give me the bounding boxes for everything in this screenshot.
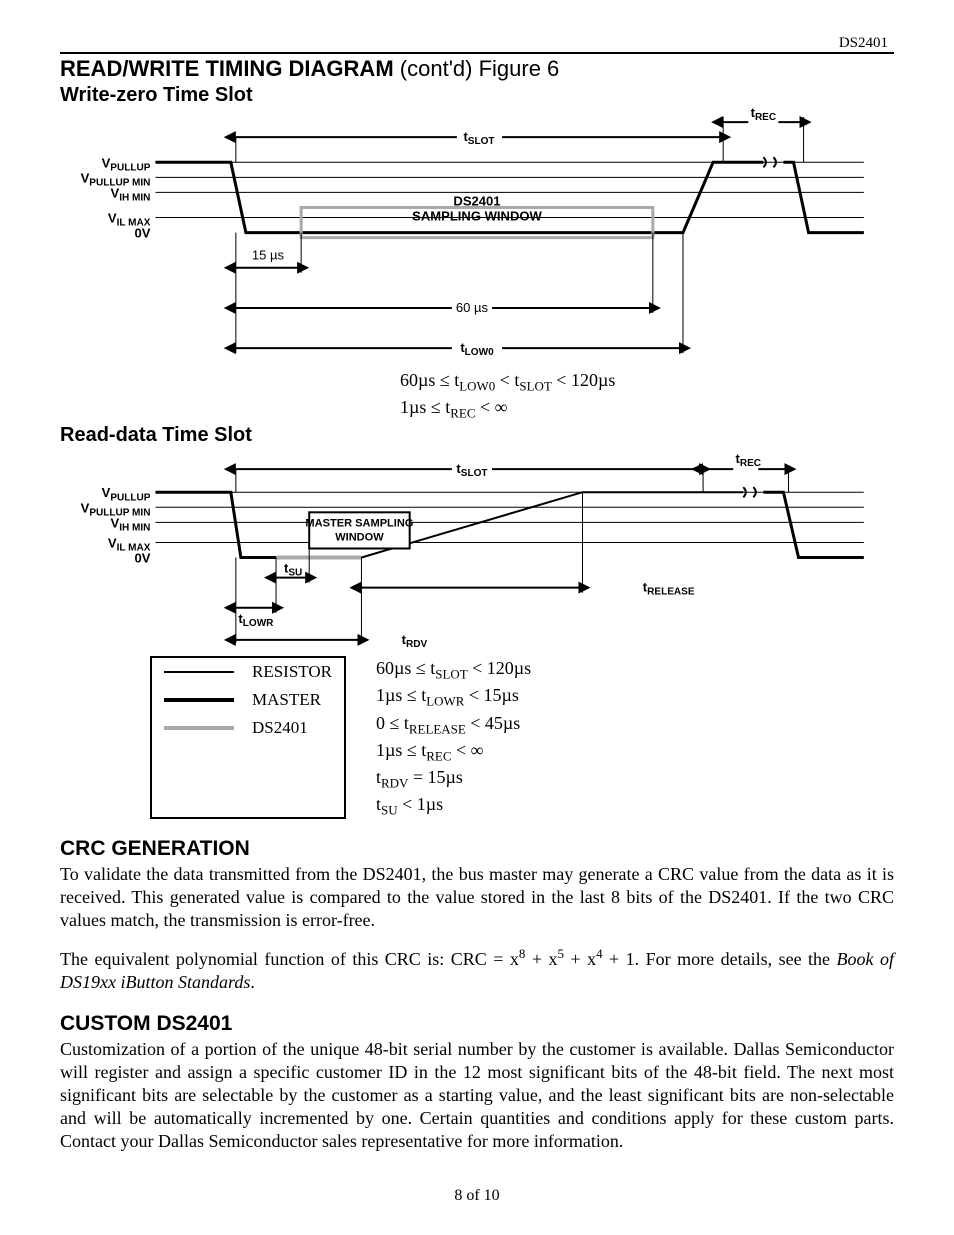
svg-text:WINDOW: WINDOW — [335, 532, 384, 544]
crc-para2: The equivalent polynomial function of th… — [60, 946, 894, 994]
svg-text:VPULLUP: VPULLUP — [102, 155, 151, 173]
write-zero-constraints: 60µs ≤ tLOW0 < tSLOT < 120µs 1µs ≤ tREC … — [400, 368, 894, 422]
svg-text:0V: 0V — [134, 551, 150, 566]
svg-text:DS2401: DS2401 — [453, 193, 500, 208]
page-number: 8 of 10 — [0, 1187, 954, 1205]
constraint-line: 60µs ≤ tLOW0 < tSLOT < 120µs — [400, 368, 894, 395]
svg-text:VPULLUP: VPULLUP — [102, 486, 151, 504]
header-part-number: DS2401 — [839, 35, 888, 52]
text: . — [250, 972, 255, 992]
legend-swatch-master — [164, 698, 234, 702]
svg-text:tLOW0: tLOW0 — [460, 340, 494, 358]
legend-row: MASTER — [152, 686, 344, 714]
custom-para: Customization of a portion of the unique… — [60, 1038, 894, 1153]
svg-text:60 µs: 60 µs — [456, 300, 489, 315]
svg-text:tRDV: tRDV — [402, 632, 428, 648]
legend-label: DS2401 — [252, 718, 308, 738]
text: + x — [525, 949, 557, 969]
crc-heading: CRC GENERATION — [60, 837, 894, 861]
page: DS2401 READ/WRITE TIMING DIAGRAM (cont'd… — [0, 0, 954, 1235]
text: The equivalent polynomial function of th… — [60, 949, 519, 969]
svg-text:tSLOT: tSLOT — [456, 462, 488, 480]
legend-swatch-ds2401 — [164, 726, 234, 730]
svg-text:tSLOT: tSLOT — [463, 129, 495, 147]
crc-para1: To validate the data transmitted from th… — [60, 863, 894, 932]
legend-row: DS2401 — [152, 714, 344, 742]
svg-text:0V: 0V — [134, 226, 150, 241]
constraint-line: 1µs ≤ tLOWR < 15µs — [376, 683, 531, 710]
text: + 1. For more details, see the — [603, 949, 837, 969]
text: + x — [564, 949, 596, 969]
svg-text:15 µs: 15 µs — [252, 248, 285, 263]
constraint-line: 0 ≤ tRELEASE < 45µs — [376, 711, 531, 738]
read-data-heading: Read-data Time Slot — [60, 424, 894, 447]
legend-row: RESISTOR — [152, 658, 344, 686]
top-rule — [60, 52, 894, 54]
legend-label: RESISTOR — [252, 662, 332, 682]
constraint-line: 1µs ≤ tREC < ∞ — [400, 395, 894, 422]
title-main: READ/WRITE TIMING DIAGRAM — [60, 56, 394, 81]
read-data-constraints: 60µs ≤ tSLOT < 120µs 1µs ≤ tLOWR < 15µs … — [376, 656, 531, 818]
svg-text:tREC: tREC — [751, 107, 777, 123]
title-contd: (cont'd) Figure 6 — [400, 56, 560, 81]
constraint-line: 60µs ≤ tSLOT < 120µs — [376, 656, 531, 683]
svg-text:tREC: tREC — [736, 451, 762, 469]
figure-title: READ/WRITE TIMING DIAGRAM (cont'd) Figur… — [60, 56, 894, 82]
write-zero-diagram: VPULLUP VPULLUP MIN VIH MIN VIL MAX 0V D… — [60, 107, 894, 368]
constraint-line: tRDV = 15µs — [376, 765, 531, 792]
custom-heading: CUSTOM DS2401 — [60, 1012, 894, 1036]
write-zero-heading: Write-zero Time Slot — [60, 84, 894, 107]
legend-swatch-resistor — [164, 671, 234, 673]
legend-label: MASTER — [252, 690, 321, 710]
svg-text:SAMPLING WINDOW: SAMPLING WINDOW — [412, 209, 542, 224]
svg-text:tRELEASE: tRELEASE — [643, 580, 695, 598]
svg-text:tLOWR: tLOWR — [238, 611, 274, 629]
svg-text:tSU: tSU — [284, 561, 302, 579]
read-data-legend-constraints: RESISTOR MASTER DS2401 60µs ≤ tSLOT < 12… — [150, 656, 894, 818]
constraint-line: tSU < 1µs — [376, 792, 531, 819]
read-data-diagram: VPULLUP VPULLUP MIN VIH MIN VIL MAX 0V M… — [60, 447, 894, 648]
legend: RESISTOR MASTER DS2401 — [150, 656, 346, 818]
svg-text:MASTER SAMPLING: MASTER SAMPLING — [305, 518, 413, 530]
constraint-line: 1µs ≤ tREC < ∞ — [376, 738, 531, 765]
